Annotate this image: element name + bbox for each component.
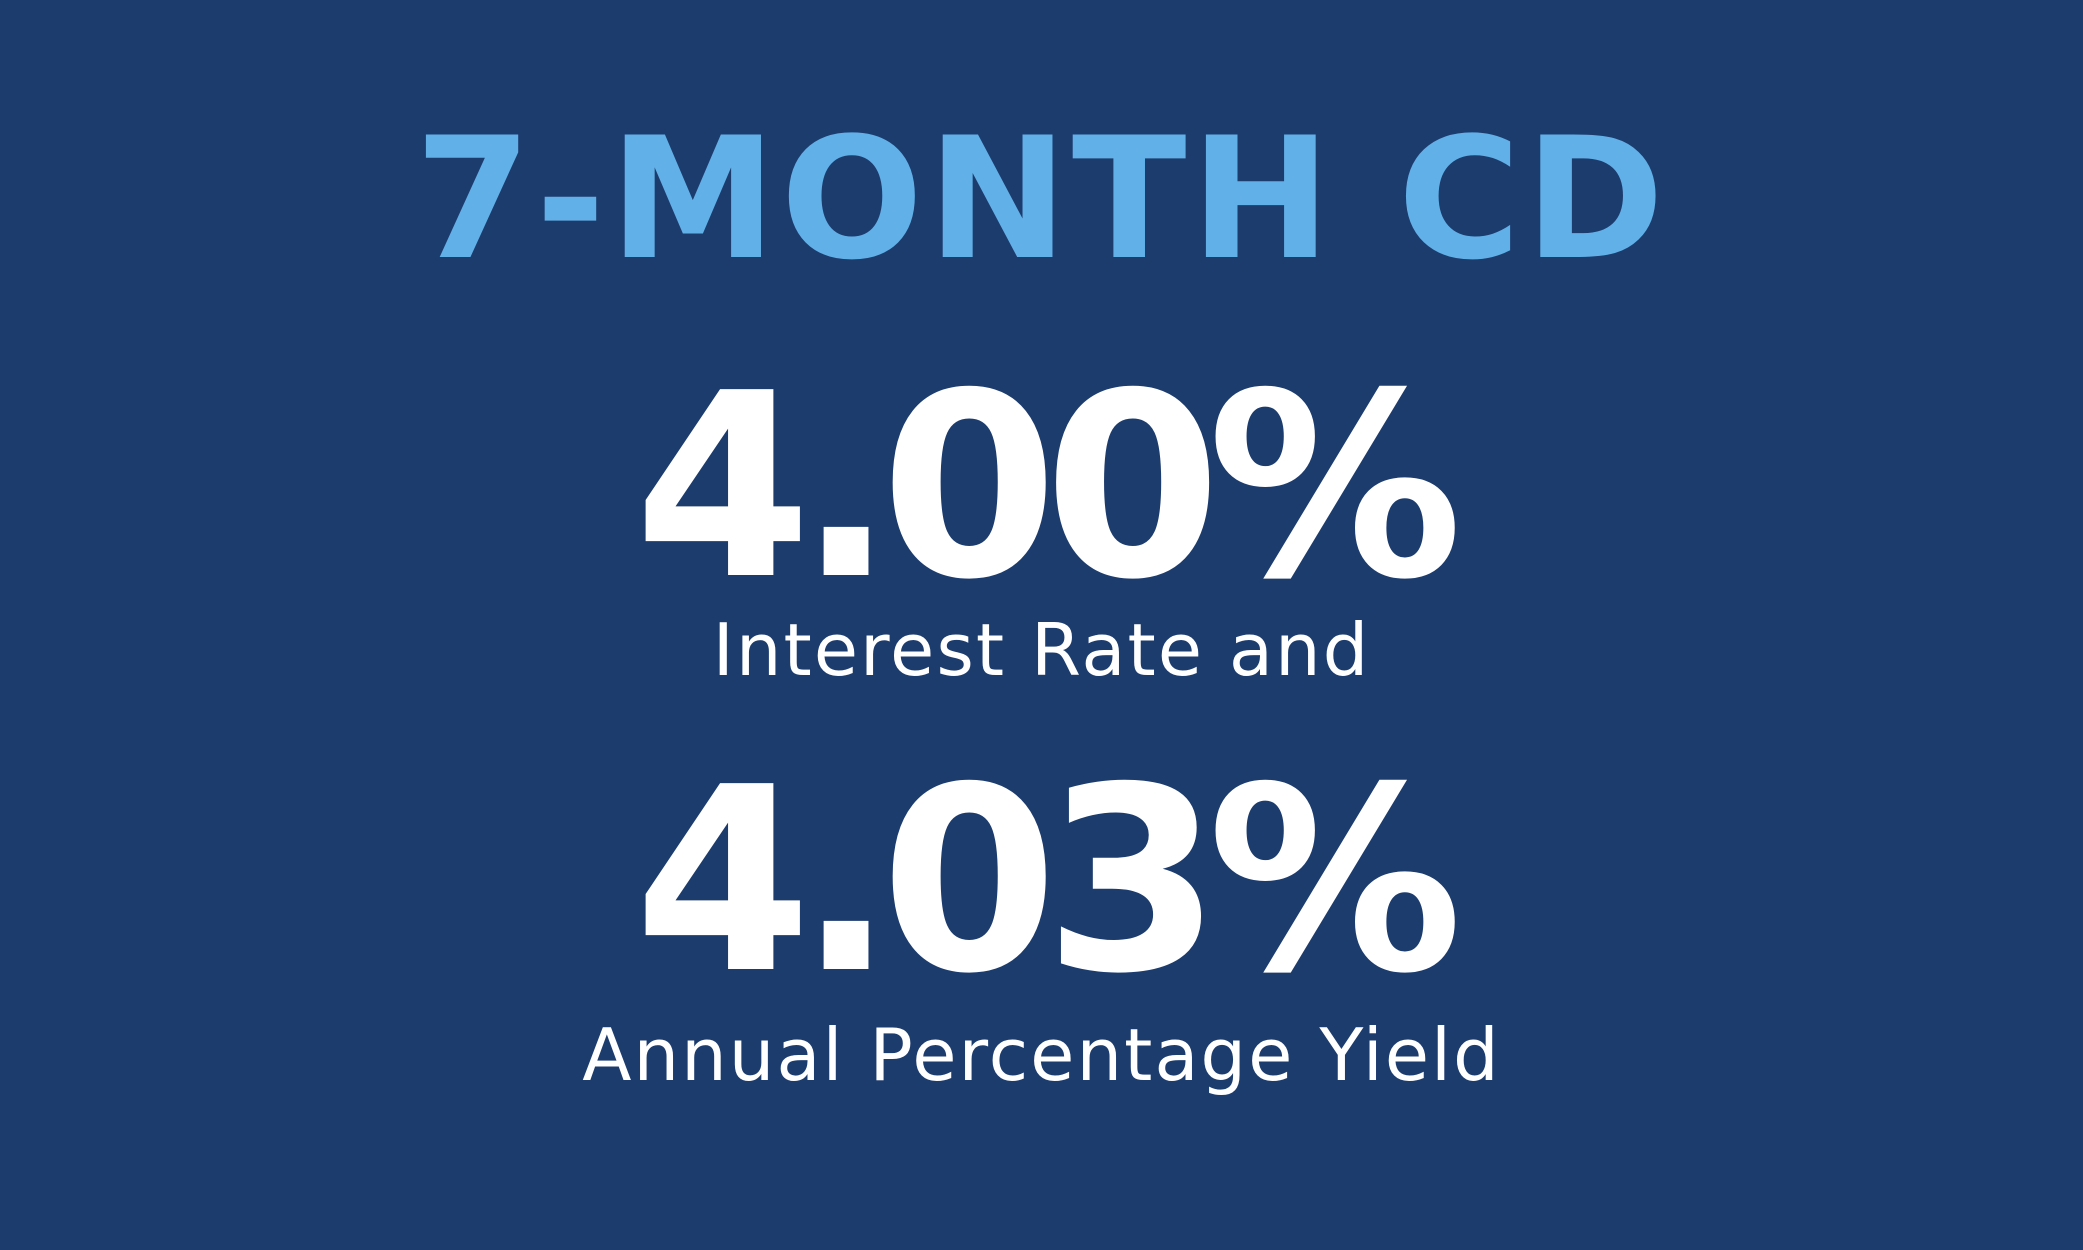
product-title: 7-MONTH CD	[414, 101, 1669, 297]
interest-rate-value: 4.00%	[634, 339, 1463, 636]
interest-rate-label: Interest Rate and	[712, 608, 1371, 692]
apy-value: 4.03%	[634, 733, 1463, 1030]
apy-label: Annual Percentage Yield	[582, 1013, 1501, 1097]
